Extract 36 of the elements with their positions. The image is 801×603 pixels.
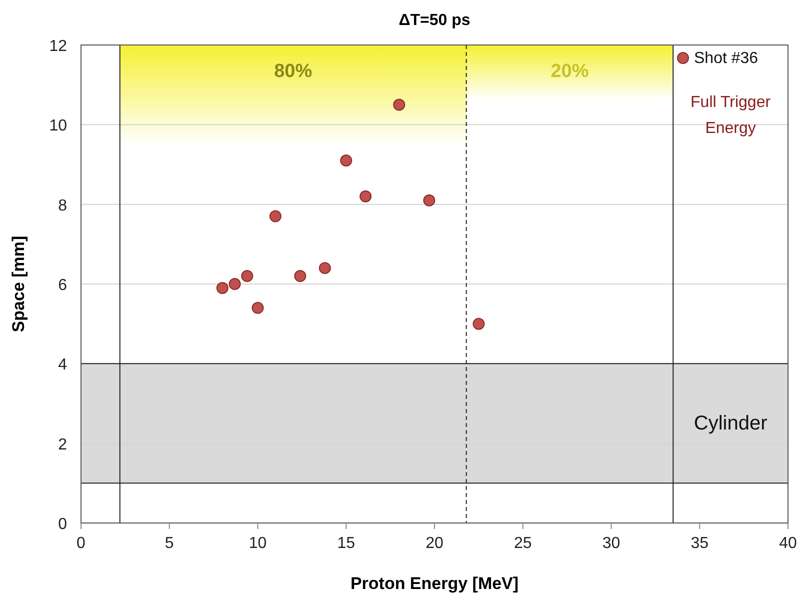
y-tick-label: 4 (58, 356, 68, 374)
chart-title: ΔT=50 ps (398, 12, 470, 29)
band-label: 80% (274, 61, 312, 82)
y-axis-title: Space [mm] (9, 236, 28, 332)
y-tick-label: 0 (58, 516, 68, 533)
x-tick-label: 0 (76, 535, 86, 552)
x-tick-label: 10 (248, 535, 267, 552)
point (423, 194, 436, 206)
point (252, 302, 264, 314)
x-tick-label: 25 (514, 535, 532, 552)
legend-label: Shot #36 (694, 50, 758, 67)
band-label: 20% (550, 61, 589, 82)
point (393, 98, 406, 111)
point (294, 270, 306, 282)
x-tick-label: 15 (337, 535, 356, 552)
point (228, 278, 241, 290)
x-tick-label: 5 (164, 535, 174, 552)
x-tick-label: 35 (690, 535, 709, 552)
band-label: Cylinder (694, 412, 768, 434)
y-tick-label: 2 (58, 436, 68, 454)
point (216, 282, 228, 294)
x-tick-label: 30 (602, 535, 620, 552)
point (318, 262, 331, 274)
point (360, 190, 372, 202)
annotation: Full Trigger Energy (690, 94, 772, 137)
x-tick-label: 40 (779, 535, 797, 552)
y-tick-label: 6 (58, 277, 68, 294)
x-axis-title: Proton Energy [MeV] (350, 574, 519, 593)
point (241, 270, 254, 282)
point (472, 318, 485, 330)
point (269, 210, 282, 222)
point (340, 154, 352, 167)
x-tick-label: 20 (426, 535, 444, 552)
y-tick-label: 12 (49, 38, 68, 55)
y-tick-label: 8 (58, 197, 68, 214)
y-tick-label: 10 (49, 118, 68, 135)
